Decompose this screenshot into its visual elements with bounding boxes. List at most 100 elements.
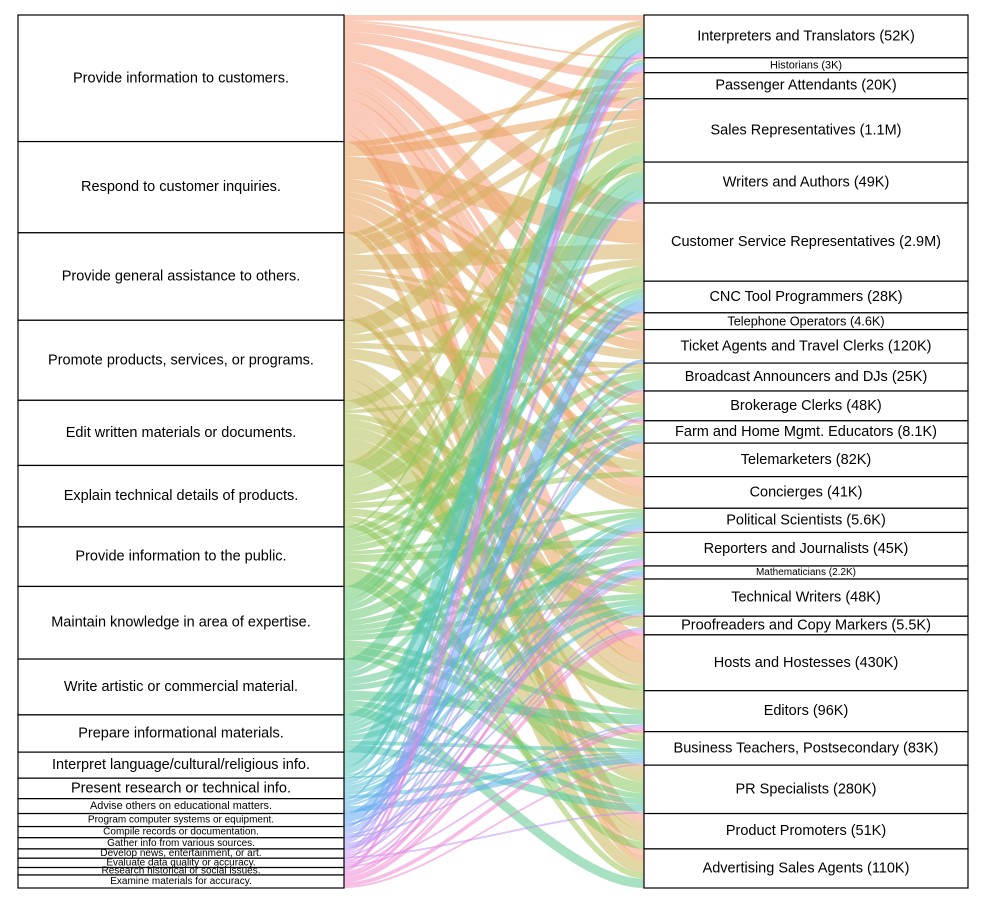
flow-link <box>343 418 645 862</box>
source-node: Program computer systems or equipment. <box>17 812 345 828</box>
source-node-label: Edit written materials or documents. <box>66 425 296 441</box>
source-node-label: Provide general assistance to others. <box>62 269 301 285</box>
flow-link <box>343 411 645 617</box>
target-node: Concierges (41K) <box>643 476 969 509</box>
target-node: Interpreters and Translators (52K) <box>643 14 969 59</box>
target-node-box <box>643 690 969 733</box>
flow-link <box>343 297 645 784</box>
target-node: Proofreaders and Copy Markers (5.5K) <box>643 615 969 636</box>
flow-link <box>343 417 645 835</box>
target-node: Telemarketers (82K) <box>643 442 969 478</box>
flow-link <box>343 565 645 635</box>
target-node-box <box>643 161 969 204</box>
source-node-box <box>17 658 345 716</box>
target-node-box <box>643 731 969 766</box>
target-node-box <box>643 634 969 692</box>
source-node-label: Promote products, services, or programs. <box>48 352 314 368</box>
target-node-label: PR Specialists (280K) <box>735 781 876 797</box>
target-node: Business Teachers, Postsecondary (83K) <box>643 731 969 766</box>
source-node: Advise others on educational matters. <box>17 798 345 815</box>
source-node-label: Maintain knowledge in area of expertise. <box>51 615 311 631</box>
flow-link <box>343 50 645 801</box>
target-node: Sales Representatives (1.1M) <box>643 98 969 163</box>
target-node-label: Product Promoters (51K) <box>726 823 886 839</box>
target-node-label: Business Teachers, Postsecondary (83K) <box>674 740 939 756</box>
source-node-box <box>17 399 345 467</box>
target-node: Political Scientists (5.6K) <box>643 507 969 534</box>
source-node: Explain technical details of products. <box>17 464 345 528</box>
source-node-label: Interpret language/cultural/religious in… <box>52 757 310 773</box>
flow-link <box>342 35 646 768</box>
source-node-label: Evaluate data quality or accuracy. <box>106 857 255 868</box>
target-node: Writers and Authors (49K) <box>643 161 969 204</box>
source-node: Provide information to the public. <box>17 526 345 588</box>
target-node-label: CNC Tool Programmers (28K) <box>709 289 902 305</box>
target-node-label: Proofreaders and Copy Markers (5.5K) <box>681 618 931 634</box>
target-node-label: Ticket Agents and Travel Clerks (120K) <box>681 338 932 354</box>
flow-link <box>343 579 645 849</box>
target-node-box <box>643 202 969 282</box>
source-node: Respond to customer inquiries. <box>17 140 345 234</box>
flow-link <box>343 551 645 686</box>
source-node-layer: Provide information to customers. Respond… <box>17 14 345 889</box>
target-node-label: Broadcast Announcers and DJs (25K) <box>685 369 928 385</box>
source-node: Interpret language/cultural/religious in… <box>17 751 345 779</box>
target-node: PR Specialists (280K) <box>643 764 969 815</box>
flow-layer <box>342 14 646 888</box>
target-node-box <box>643 328 969 364</box>
target-node-label: Advertising Sales Agents (110K) <box>703 860 910 876</box>
flow-link <box>343 564 645 877</box>
target-node: Hosts and Hostesses (430K) <box>643 634 969 692</box>
source-node-label: Provide information to customers. <box>73 70 289 86</box>
source-node: Provide general assistance to others. <box>17 232 345 321</box>
flow-link <box>343 599 645 691</box>
source-node-box <box>17 874 345 889</box>
target-node-label: Technical Writers (48K) <box>731 590 881 606</box>
flow-link <box>343 562 645 875</box>
target-node: Product Promoters (51K) <box>643 812 969 850</box>
flow-link <box>343 52 645 840</box>
target-node-label: Writers and Authors (49K) <box>723 175 890 191</box>
target-node-label: Hosts and Hostesses (430K) <box>714 655 899 671</box>
source-node-box <box>17 526 345 588</box>
target-node-box <box>643 507 969 534</box>
target-node: Broadcast Announcers and DJs (25K) <box>643 362 969 392</box>
target-node: Telephone Operators (4.6K) <box>643 312 969 331</box>
target-node-label: Telemarketers (82K) <box>741 452 872 468</box>
target-node-box <box>643 812 969 850</box>
target-node-label: Political Scientists (5.6K) <box>726 512 886 528</box>
flow-link <box>343 29 645 593</box>
target-node: Brokerage Clerks (48K) <box>643 390 969 422</box>
flow-link <box>343 20 645 239</box>
flow-link <box>343 243 645 271</box>
source-node-label: Present research or technical info. <box>71 780 291 796</box>
source-node: Examine materials for accuracy. <box>17 874 345 889</box>
source-node-label: Research historical or social issues. <box>102 866 261 877</box>
target-node-box <box>643 531 969 567</box>
flow-link <box>343 70 645 872</box>
source-node-label: Program computer systems or equipment. <box>88 815 274 826</box>
flow-link <box>343 560 645 857</box>
target-node: Farm and Home Mgmt. Educators (8.1K) <box>643 420 969 444</box>
source-node-box <box>17 14 345 143</box>
flow-link <box>343 294 645 725</box>
target-node: Editors (96K) <box>643 690 969 733</box>
target-node-layer: Interpreters and Translators (52K) Histor… <box>643 14 969 889</box>
target-node-label: Customer Service Representatives (2.9M) <box>671 234 941 250</box>
flow-link <box>343 126 645 336</box>
target-node-label: Telephone Operators (4.6K) <box>727 314 884 329</box>
source-node-box <box>17 714 345 753</box>
target-node-box <box>643 72 969 100</box>
target-node: Mathematicians (2.2K) <box>643 565 969 580</box>
source-node: Write artistic or commercial material. <box>17 658 345 716</box>
source-node-label: Compile records or documentation. <box>103 827 259 838</box>
flow-link <box>343 530 645 874</box>
target-node-box <box>643 764 969 815</box>
target-node-box <box>643 98 969 163</box>
target-node-label: Historians (3K) <box>770 59 842 71</box>
target-node: Customer Service Representatives (2.9M) <box>643 202 969 282</box>
source-node-box <box>17 140 345 234</box>
target-node: Advertising Sales Agents (110K) <box>643 848 969 889</box>
source-node-label: Write artistic or commercial material. <box>64 679 298 695</box>
flow-link <box>343 763 645 888</box>
